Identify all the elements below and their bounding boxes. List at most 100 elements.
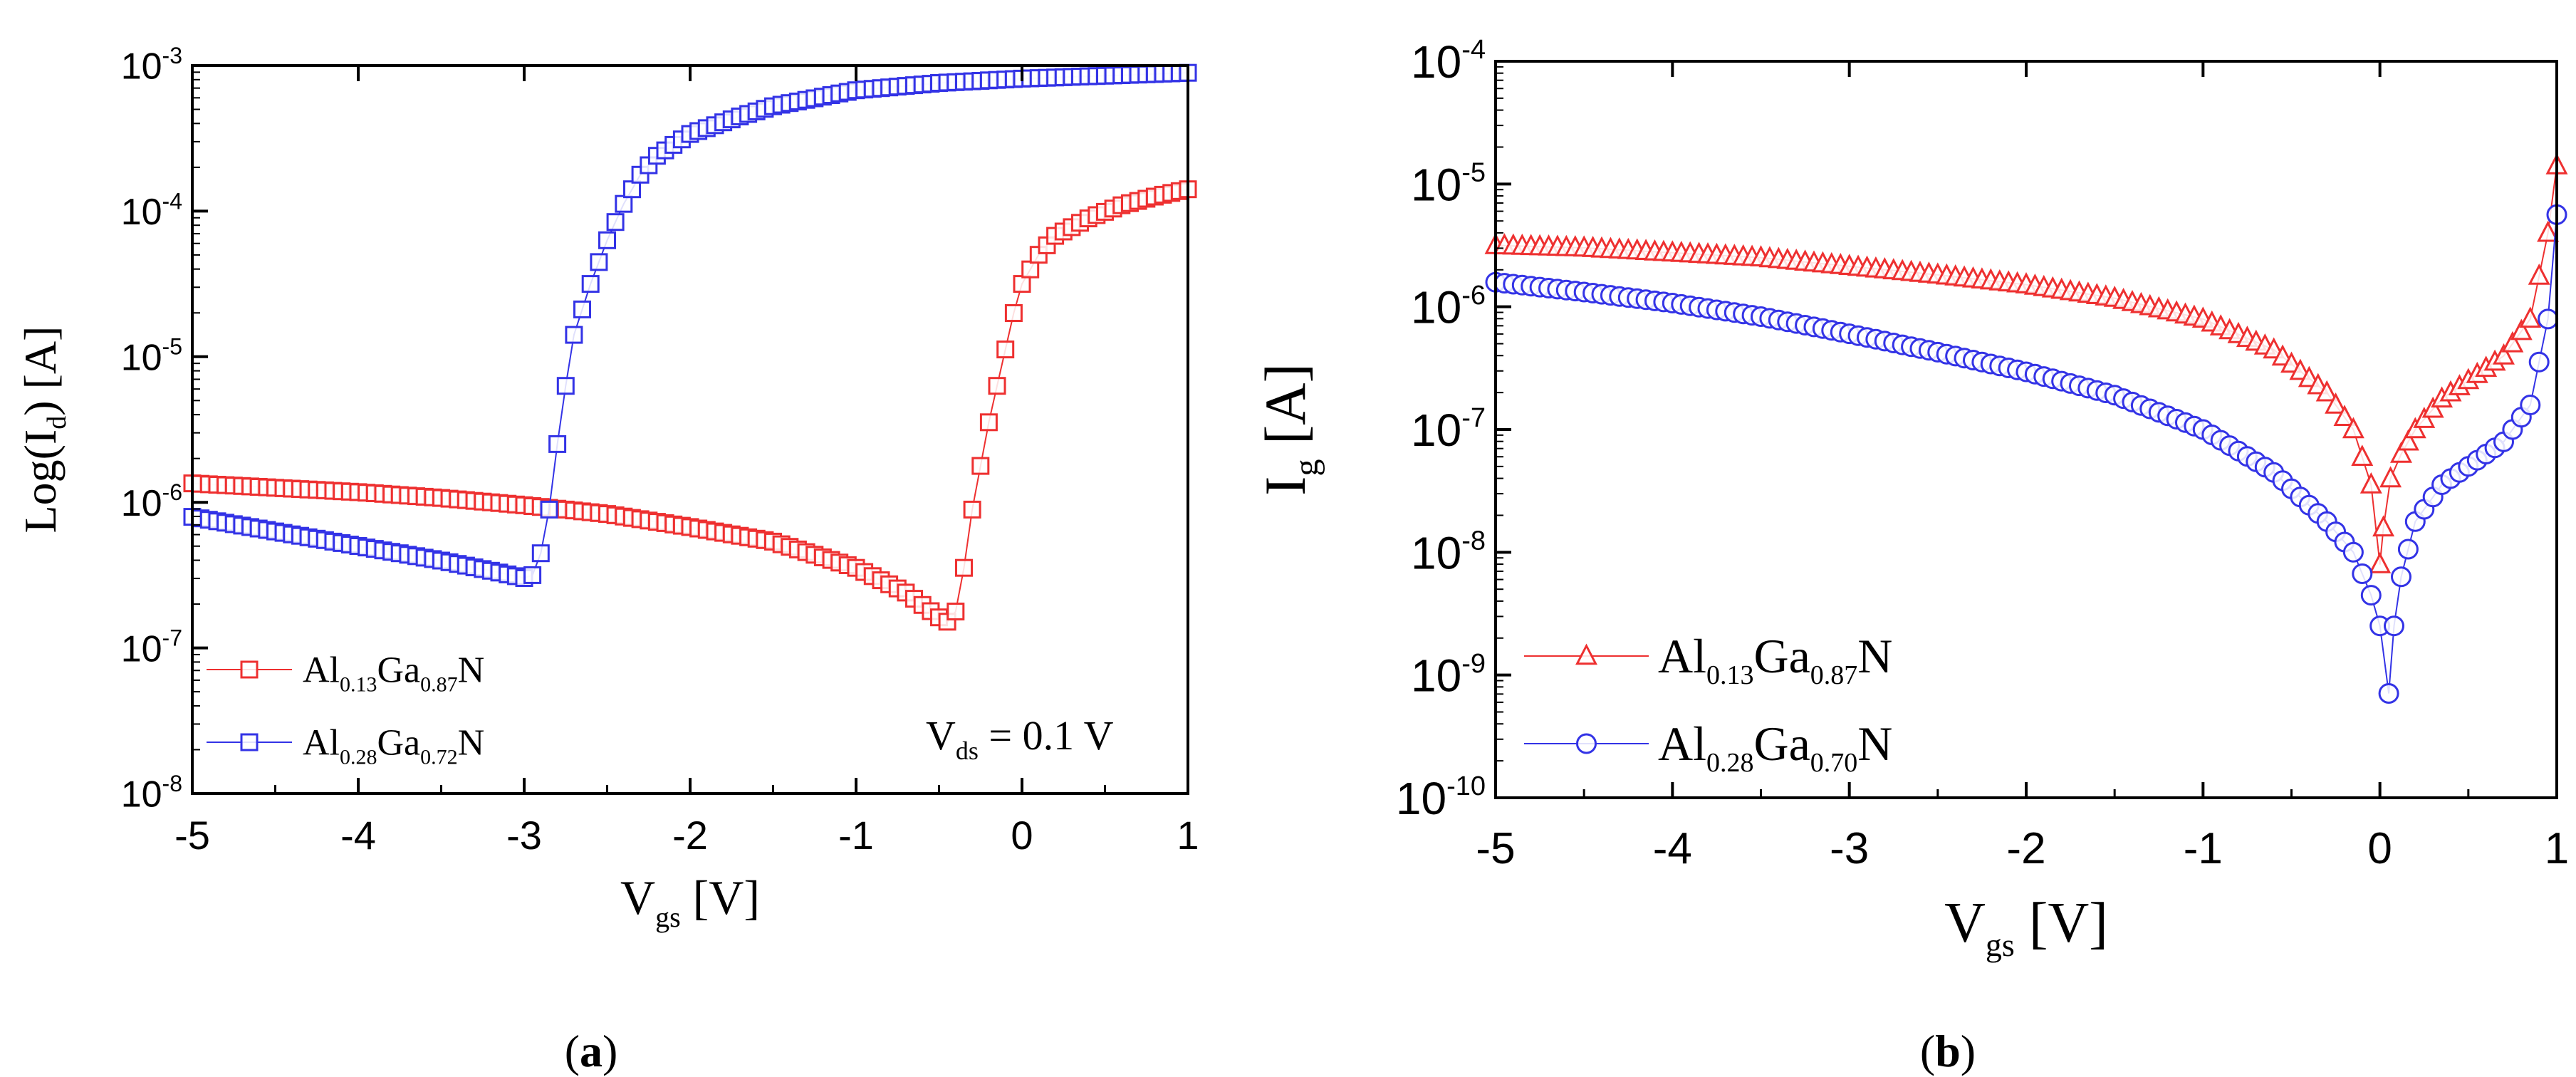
panel-a-x-tick-label: -2 <box>672 813 708 858</box>
panel-a-series-1-point <box>590 253 608 271</box>
panel-a-y-tick-label: 10-5 <box>121 334 182 379</box>
panel-a-x-tick-label: -4 <box>340 813 376 858</box>
panel-b-y-tick-label: 10-8 <box>1411 526 1486 578</box>
panel-a-series-1-point <box>556 377 575 395</box>
panel-b-series-0-point <box>2369 552 2392 573</box>
panel-a-legend-marker-0 <box>240 660 259 679</box>
panel-b-series-1-point <box>2378 683 2399 704</box>
panel-b-series-1-point <box>2528 351 2550 373</box>
panel-a-series-1-point <box>573 300 591 318</box>
panel-b-series-0-point <box>2493 343 2515 365</box>
panel-b-x-tick-label: -3 <box>1830 824 1869 873</box>
panel-b-series-0-point <box>2528 264 2550 285</box>
panel-b-series-1-point <box>2384 615 2404 637</box>
panel-a-x-axis-label: Vgs [V] <box>620 870 760 933</box>
panel-b-series-0-point <box>2519 306 2542 328</box>
panel-b-legend-label-1: Al0.28Ga0.70N <box>1658 717 1892 778</box>
panel-a-series-0-point <box>979 413 998 432</box>
panel-a-y-axis-label: Log(Id) [A] <box>15 326 72 534</box>
panel-b-x-axis-label: Vgs [V] <box>1944 892 2108 963</box>
panel-b-x-tick-label: 1 <box>2545 824 2569 873</box>
panel-b-series-0-point <box>2537 220 2560 242</box>
panel-b-label: (b) <box>1920 1026 1976 1076</box>
panel-b-x-tick-label: 0 <box>2367 824 2392 873</box>
panel-a-legend-label-0: Al0.13Ga0.87N <box>303 650 484 697</box>
panel-b-y-tick-label: 10-5 <box>1411 157 1486 210</box>
panel-b-y-tick-label: 10-4 <box>1411 35 1486 88</box>
panel-a-series-1-point <box>540 500 558 519</box>
panel-b-series-1-point <box>2360 585 2382 606</box>
panel-a-series-0-point <box>988 377 1006 395</box>
panel-b-series-0-point <box>2510 318 2533 340</box>
panel-a-series-1-point <box>598 231 616 249</box>
panel-a-series-1-point <box>548 435 567 453</box>
panel-a-series-1-point <box>531 544 550 563</box>
panel-a-x-tick-label: -1 <box>838 813 874 858</box>
panel-b-chart: -5 -4 -3 -2 -1 0 1 10-10 10-9 10-8 10-7 10-6 10-5 10-… <box>1253 35 2569 1076</box>
panel-b-x-tick-label: -1 <box>2184 824 2223 873</box>
panel-b-series-1-point <box>2342 541 2364 563</box>
panel-a-series-0-point <box>955 558 973 577</box>
panel-b-series-1-point <box>2391 566 2411 588</box>
panel-a-x-tick-label: -5 <box>174 813 210 858</box>
panel-b-series-0-point <box>2351 444 2374 466</box>
panel-b-series-1-point <box>2538 308 2559 330</box>
panel-b-x-tick-label: -2 <box>2006 824 2045 873</box>
panel-b-y-tick-label: 10-6 <box>1411 281 1486 333</box>
panel-a-series-0-point <box>1013 275 1031 293</box>
panel-b-legend-label-0: Al0.13Ga0.87N <box>1658 629 1892 690</box>
panel-b-series-0-point <box>2359 472 2382 494</box>
panel-a-x-tick-label: 0 <box>1011 813 1033 858</box>
panel-a-series-1-point <box>623 180 641 199</box>
panel-a-series-1-line <box>192 72 1189 579</box>
panel-b-y-tick-label: 10-10 <box>1396 771 1486 824</box>
panel-a-annotation: Vds = 0.1 V <box>926 712 1114 765</box>
panel-a-y-tick-label: 10-8 <box>121 771 182 816</box>
panel-b-legend-marker-0 <box>1575 643 1597 665</box>
panel-b-legend-marker-1 <box>1576 733 1597 754</box>
panel-a-x-tick-label: 1 <box>1177 813 1199 858</box>
panel-a-series-0-point <box>971 457 990 475</box>
panel-b-y-tick-label: 10-9 <box>1411 649 1486 702</box>
panel-b-series-0-point <box>2404 417 2426 439</box>
panel-b-series-0-point <box>2397 429 2419 451</box>
panel-a-chart: -5 -4 -3 -2 -1 0 1 10-8 10-7 10-6 10-5 10-4 10-3 Al0… <box>15 43 1199 1076</box>
panel-a-x-tick-label: -3 <box>506 813 542 858</box>
panel-b-series-0-point <box>2342 417 2364 439</box>
panel-a-series-1-point <box>606 213 625 231</box>
panel-a-y-tick-label: 10-4 <box>121 188 182 233</box>
panel-b-series-0-point <box>2501 331 2524 353</box>
panel-b-series-0-point <box>2413 407 2436 428</box>
panel-a-series-0-point <box>1004 304 1023 322</box>
panel-a-y-tick-label: 10-7 <box>121 625 182 670</box>
panel-b-x-tick-label: -5 <box>1476 824 1515 873</box>
panel-b-y-axis-label: Ig [A] <box>1253 363 1325 496</box>
panel-a-series-1-point <box>615 194 633 213</box>
panel-b-series-0-point <box>2390 441 2412 463</box>
panel-a-series-0-point <box>963 500 981 519</box>
panel-a-legend-label-1: Al0.28Ga0.72N <box>303 723 484 769</box>
panel-a-label: (a) <box>565 1026 618 1076</box>
panel-a-y-tick-label: 10-3 <box>121 43 182 88</box>
panel-a-y-tick-label: 10-6 <box>121 479 182 524</box>
panel-b-series-1-point <box>2352 563 2373 584</box>
panel-a-legend-marker-1 <box>240 733 259 751</box>
panel-b-series-0-point <box>2372 515 2395 537</box>
panel-b-series-0-point <box>2421 396 2444 418</box>
panel-b-y-tick-label: 10-7 <box>1411 403 1486 456</box>
panel-a-series-1-point <box>523 566 542 584</box>
panel-b-series-1-point <box>2397 538 2419 560</box>
panel-b-x-tick-label: -4 <box>1653 824 1692 873</box>
panel-a-series-1-point <box>565 326 583 344</box>
panel-b-series-0-point <box>2333 405 2356 426</box>
panel-b-series-1-point <box>2520 395 2541 415</box>
panel-a-series-0-point <box>947 603 965 620</box>
panel-b-plot-frame <box>1494 60 2558 799</box>
panel-a-series-0-point <box>1021 260 1040 279</box>
panel-a-series-1-point <box>581 275 600 293</box>
panel-b-series-0-point <box>2325 392 2347 414</box>
panel-a-series-0-point <box>996 340 1015 359</box>
panel-b-series-0-point <box>2379 466 2402 488</box>
panel-b-series-0-point <box>2315 380 2338 402</box>
